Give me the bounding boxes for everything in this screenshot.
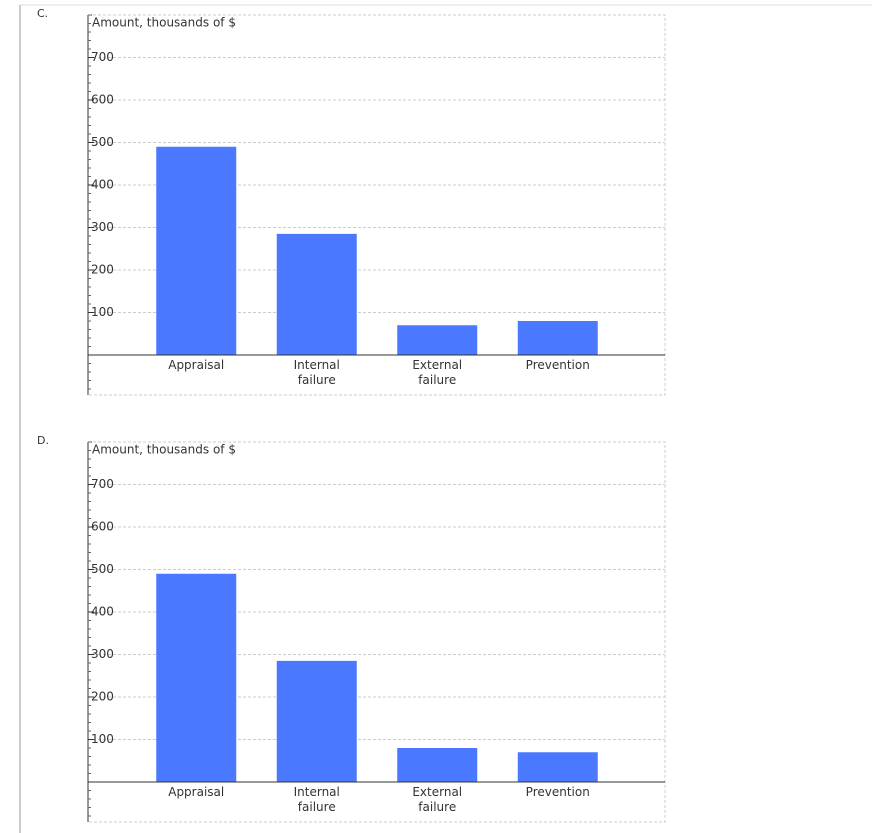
x-tick-label: External failure: [412, 358, 463, 387]
plot-frame: [87, 14, 666, 396]
x-tick-label: Prevention: [525, 358, 590, 372]
panel-label: D.: [37, 434, 49, 447]
y-tick-label: 400: [91, 178, 114, 192]
bar: [517, 752, 598, 782]
y-tick-label: 300: [91, 647, 114, 661]
x-tick-label: Appraisal: [168, 785, 225, 799]
bar: [156, 146, 237, 355]
y-tick-label: 500: [91, 562, 114, 576]
y-tick-label: 700: [91, 477, 114, 491]
y-tick-label: 100: [91, 305, 114, 319]
bar: [276, 660, 357, 782]
bar: [397, 748, 478, 782]
y-axis-title: Amount, thousands of $: [92, 16, 236, 30]
bar: [397, 325, 478, 355]
y-tick-label: 400: [91, 605, 114, 619]
y-axis-title: Amount, thousands of $: [92, 443, 236, 457]
x-tick-label: Appraisal: [168, 358, 225, 372]
y-tick-label: 700: [91, 50, 114, 64]
y-tick-label: 100: [91, 732, 114, 746]
y-tick-label: 500: [91, 135, 114, 149]
bar: [276, 233, 357, 355]
panel-label: C.: [37, 7, 48, 20]
y-tick-label: 200: [91, 690, 114, 704]
bar: [517, 321, 598, 355]
plot-frame: [87, 441, 666, 823]
x-tick-label: Prevention: [525, 785, 590, 799]
y-tick-label: 600: [91, 520, 114, 534]
x-tick-label: External failure: [412, 785, 463, 814]
y-tick-label: 600: [91, 93, 114, 107]
x-tick-label: Internal failure: [293, 358, 340, 387]
bar: [156, 573, 237, 782]
x-tick-label: Internal failure: [293, 785, 340, 814]
y-tick-label: 200: [91, 263, 114, 277]
y-tick-label: 300: [91, 220, 114, 234]
